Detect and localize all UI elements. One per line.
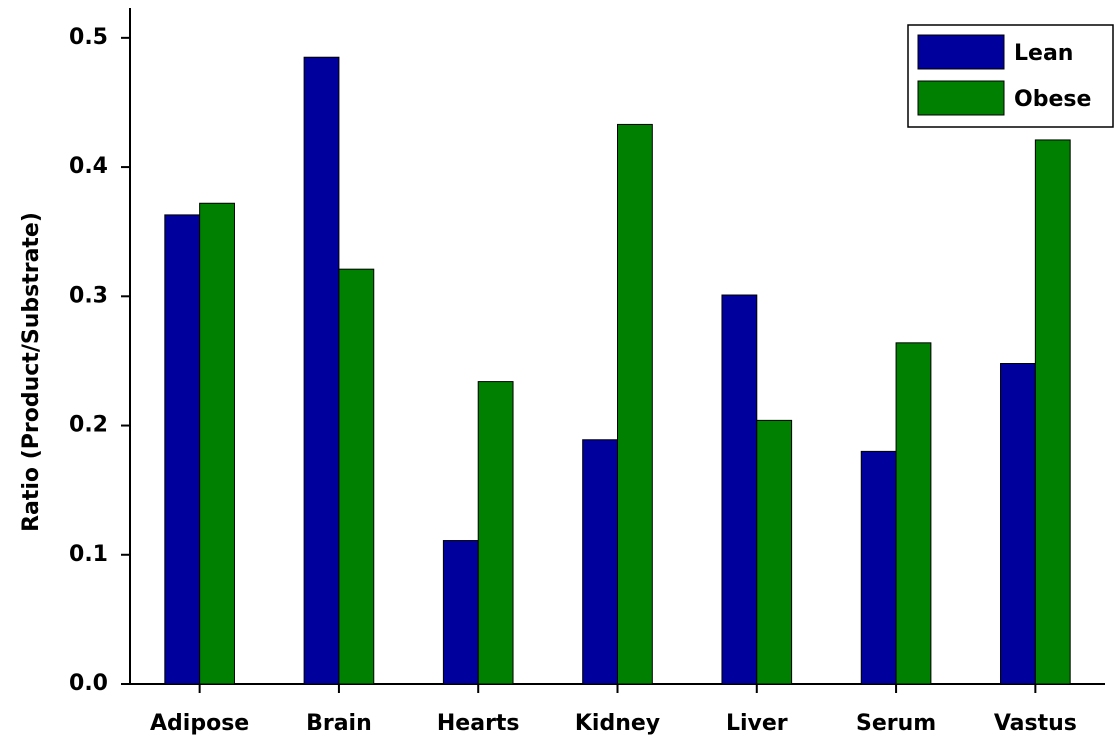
legend-swatch [917,80,1005,116]
y-tick-label: 0.1 [69,542,108,567]
y-axis-label: Ratio (Product/Substrate) [19,212,44,532]
legend-label: Lean [1014,41,1073,66]
x-tick-label: Serum [856,711,936,736]
bar [1000,363,1036,685]
bar [338,268,375,685]
bar [1034,139,1071,685]
y-tick-label: 0.2 [69,413,108,438]
x-tick-label: Vastus [994,711,1077,736]
bar [164,214,201,685]
bar [582,439,619,685]
legend-swatch [917,34,1005,70]
bar [199,202,235,685]
bar [756,419,793,685]
bar [721,294,758,685]
bar [895,342,932,685]
x-tick-label: Liver [726,711,788,736]
bar [617,123,653,685]
x-tick-label: Kidney [575,711,660,736]
legend-label: Obese [1014,87,1091,112]
x-tick-label: Brain [306,711,372,736]
bar [442,540,479,685]
bar [303,56,340,685]
x-tick-label: Adipose [150,711,249,736]
x-tick-label: Hearts [437,711,520,736]
bar [860,450,897,685]
y-tick-label: 0.0 [69,671,108,696]
bar [477,381,514,685]
y-tick-label: 0.4 [69,154,108,179]
y-tick-label: 0.5 [69,25,108,50]
y-tick-label: 0.3 [69,283,108,308]
